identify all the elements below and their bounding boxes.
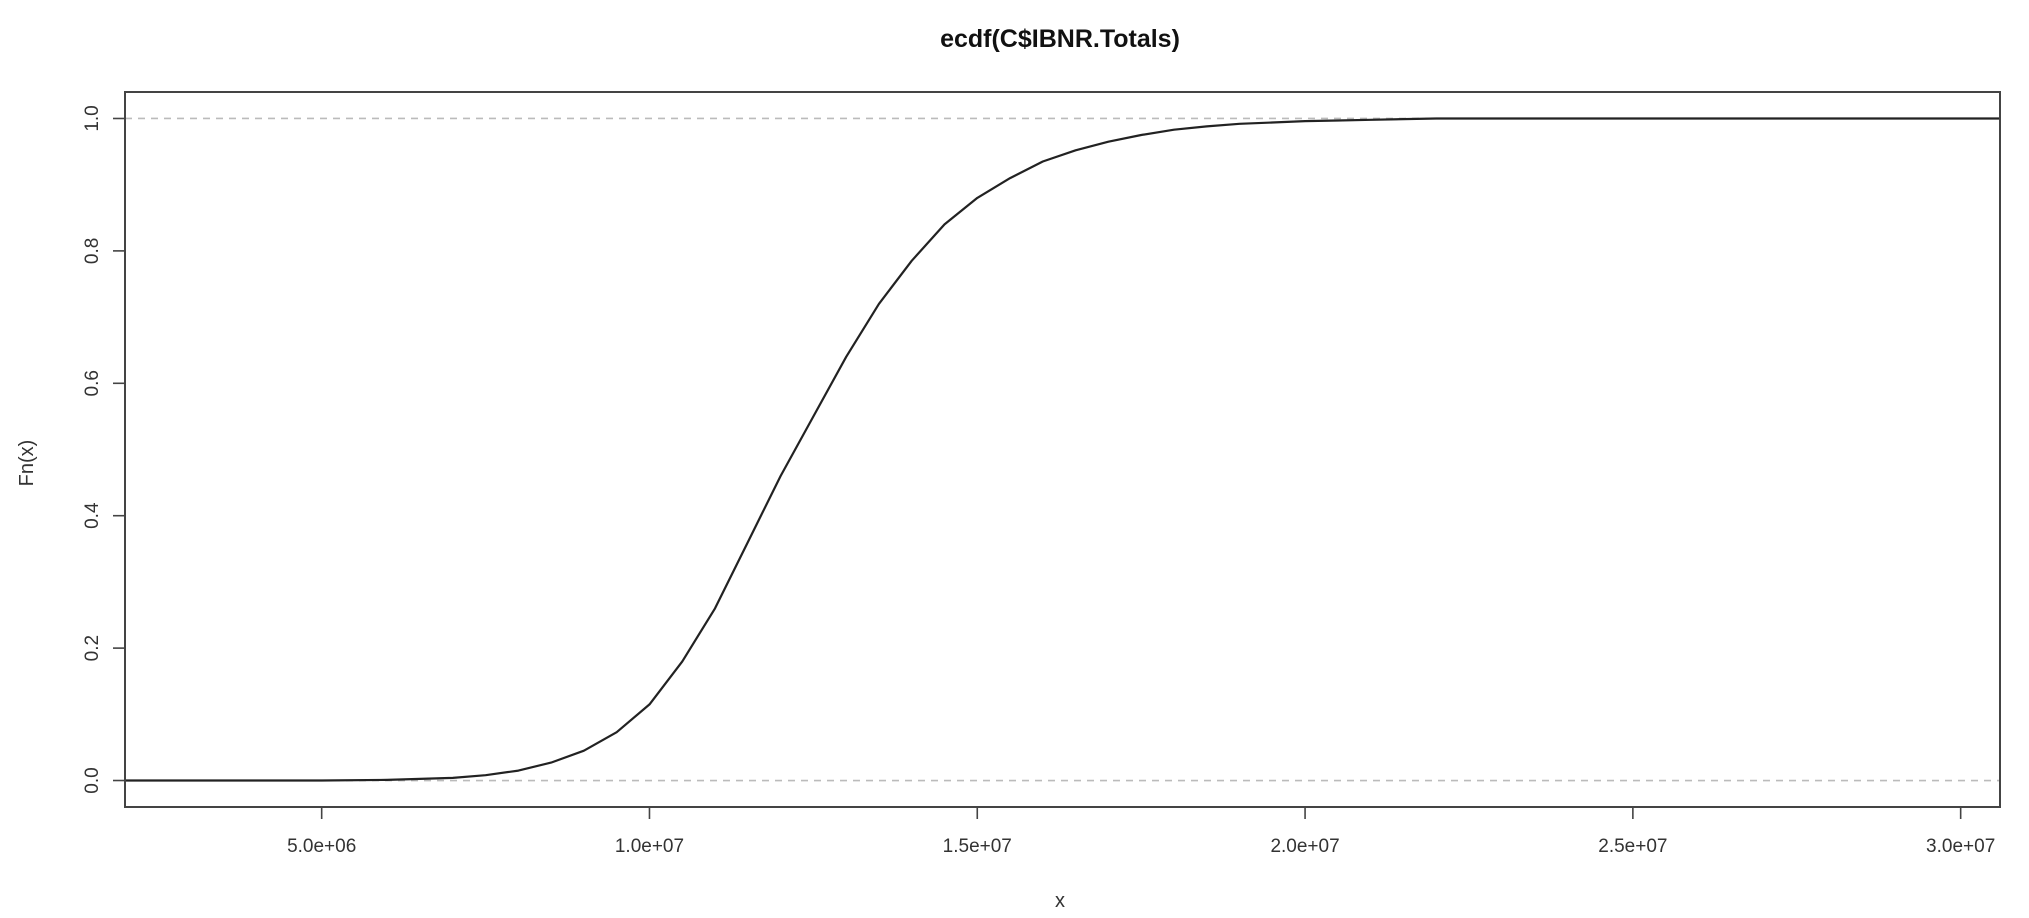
- x-tick-label: 2.0e+07: [1270, 836, 1339, 857]
- y-axis-label: Fn(x): [16, 440, 38, 487]
- x-tick-label: 2.5e+07: [1598, 836, 1667, 857]
- x-tick-label: 1.0e+07: [615, 836, 684, 857]
- x-axis: 5.0e+06 1.0e+07 1.5e+07 2.0e+07 2.5e+07 3.0e+…: [287, 807, 1995, 857]
- chart-title: ecdf(C$IBNR.Totals): [940, 25, 1180, 53]
- y-tick-label: 0.0: [82, 767, 103, 793]
- x-axis-label: x: [1055, 890, 1065, 912]
- x-tick-label: 5.0e+06: [287, 836, 356, 857]
- series-group: [125, 117, 2000, 782]
- y-tick-label: 1.0: [82, 105, 103, 131]
- y-tick-label: 0.8: [82, 238, 103, 264]
- plot-frame: [124, 91, 2001, 808]
- y-tick-label: 0.4: [82, 502, 103, 529]
- x-tick-label: 1.5e+07: [943, 836, 1012, 857]
- ecdf-line: [125, 117, 2000, 782]
- x-tick-label: 3.0e+07: [1926, 836, 1995, 857]
- reference-lines: [125, 117, 2000, 782]
- y-tick-label: 0.6: [82, 370, 103, 396]
- y-axis: 0.0 0.2 0.4 0.6 0.8 1.0: [82, 105, 125, 794]
- y-tick-label: 0.2: [82, 635, 103, 661]
